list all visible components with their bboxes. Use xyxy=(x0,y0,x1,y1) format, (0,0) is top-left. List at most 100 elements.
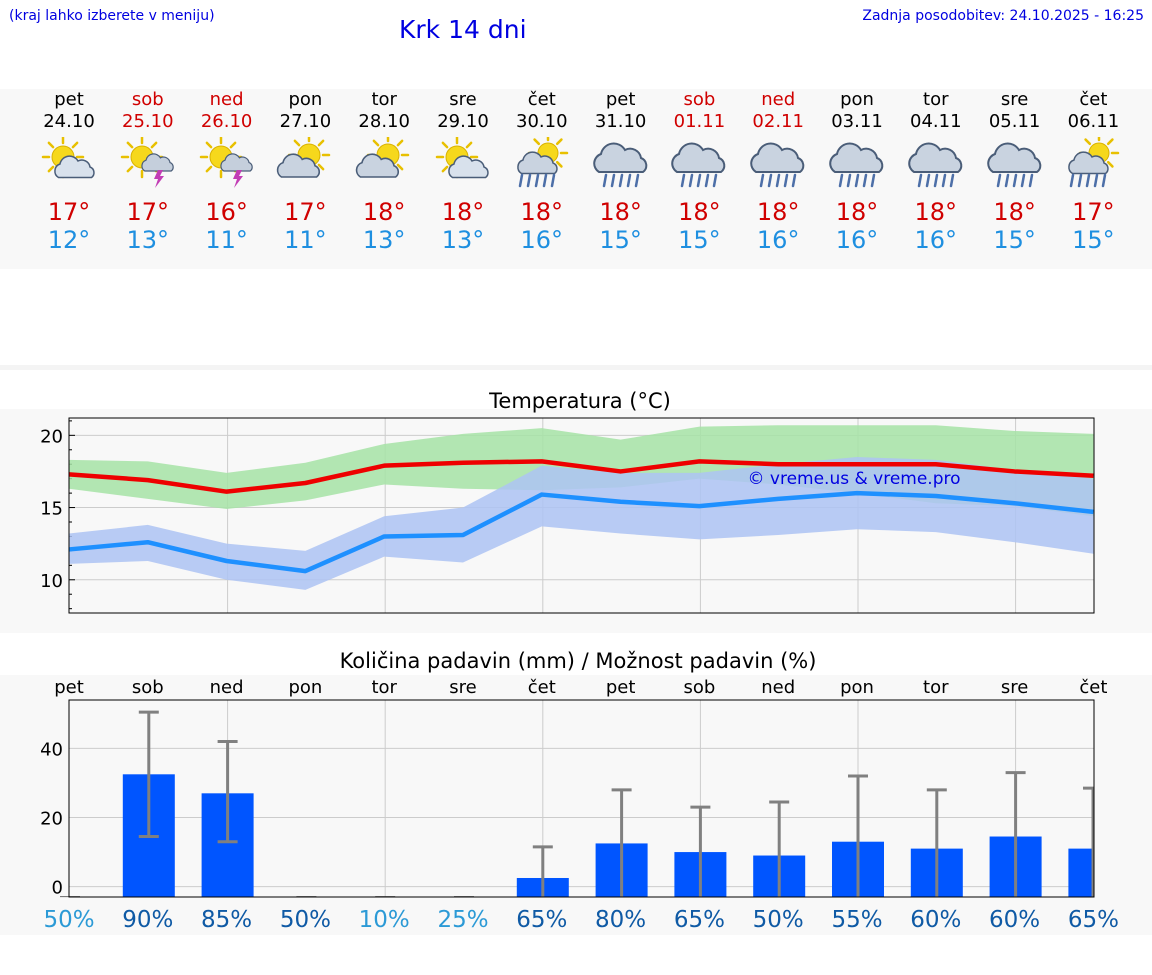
cloud-shape xyxy=(54,155,95,179)
sun-cloud-icon xyxy=(435,137,489,179)
day-date: 04.11 xyxy=(910,111,962,132)
max-temperature: 18° xyxy=(835,198,879,226)
sun-ray xyxy=(372,139,380,147)
rain-drops xyxy=(917,173,955,188)
x-tick-label: sob xyxy=(683,677,715,698)
lightning-bolt xyxy=(232,170,243,188)
max-temperature: 18° xyxy=(441,198,485,226)
rain-drop xyxy=(681,173,686,188)
sun-cloud-icon xyxy=(41,137,95,179)
sun-ray xyxy=(47,141,55,149)
max-temperature: 16° xyxy=(205,198,248,226)
rain-drops xyxy=(681,173,718,188)
rain-drops xyxy=(1070,173,1107,188)
max-temperature: 18° xyxy=(914,198,958,226)
sun-ray xyxy=(1107,138,1115,146)
y-tick-label: 10 xyxy=(40,571,63,592)
day-date: 24.10 xyxy=(43,111,95,132)
precipitation-probability: 10% xyxy=(359,907,410,933)
day-name: sre xyxy=(1000,89,1029,110)
rain-drop xyxy=(705,173,710,188)
rain-drop xyxy=(689,173,694,188)
sun-ray xyxy=(205,165,212,173)
sun-ray xyxy=(293,139,301,147)
cloud-shape xyxy=(986,142,1041,173)
rain-drop xyxy=(759,173,765,188)
rain-drop xyxy=(917,173,923,188)
day-name: pet xyxy=(54,89,84,110)
daily-forecast-panel xyxy=(0,89,1152,269)
rain-drop xyxy=(933,173,939,188)
precipitation-probability: 85% xyxy=(201,907,252,933)
day-name: pon xyxy=(840,89,874,110)
precipitation-probability: 90% xyxy=(122,907,173,933)
day-date: 03.11 xyxy=(831,111,883,132)
rain-drops xyxy=(759,173,797,188)
sun-ray xyxy=(71,141,79,149)
cloud-body xyxy=(277,153,321,178)
rain-drop xyxy=(602,173,607,188)
cloud-body xyxy=(986,142,1041,173)
rain-drop xyxy=(626,173,631,188)
rain-drop xyxy=(713,173,718,188)
page-title: Krk 14 dni xyxy=(399,15,527,44)
y-tick-label: 0 xyxy=(52,878,63,899)
day-name: čet xyxy=(1079,89,1108,110)
sun-ray xyxy=(1084,138,1092,146)
sun-ray xyxy=(396,163,404,171)
cloud-shape xyxy=(517,151,558,175)
cloud-shape xyxy=(750,142,805,173)
precipitation-bar xyxy=(1068,848,1094,897)
sun-ray xyxy=(1107,160,1115,168)
rain-drops xyxy=(602,173,639,188)
sun-rain-icon xyxy=(517,137,569,188)
cloud-body xyxy=(356,153,400,178)
x-tick-label: pet xyxy=(606,677,636,698)
day-date: 30.10 xyxy=(516,111,568,132)
day-name: ned xyxy=(209,89,244,110)
day-name: čet xyxy=(527,89,556,110)
cloud-body xyxy=(1068,151,1110,175)
rain-drop xyxy=(854,173,860,188)
rain-drop xyxy=(996,173,1001,188)
x-tick-label: ned xyxy=(761,677,795,698)
rain-drop xyxy=(618,173,623,188)
rain-drops xyxy=(518,173,556,188)
precipitation-probability: 25% xyxy=(437,907,488,933)
rain-drop xyxy=(775,173,781,188)
cloud-body xyxy=(908,142,963,173)
precipitation-probability: 55% xyxy=(831,907,882,933)
sun-ray xyxy=(441,141,449,149)
min-temperature: 15° xyxy=(599,226,642,254)
y-tick-label: 20 xyxy=(40,426,63,447)
min-temperature: 16° xyxy=(756,226,800,254)
rain-drop xyxy=(949,173,955,188)
cloud-body xyxy=(141,153,174,172)
precipitation-probability: 50% xyxy=(280,907,331,933)
sun-ray xyxy=(441,165,449,173)
x-tick-label: čet xyxy=(1079,677,1107,698)
max-temperature: 17° xyxy=(284,198,327,226)
rain-drop xyxy=(1094,173,1099,188)
rain-drop xyxy=(518,173,524,188)
x-tick-label: ned xyxy=(210,677,244,698)
rain-drop xyxy=(941,173,947,188)
cloud-body xyxy=(829,142,884,173)
max-temperature: 18° xyxy=(756,198,800,226)
sun-ray xyxy=(465,141,473,149)
sun-storm-icon xyxy=(199,137,253,188)
cloud-body xyxy=(219,153,253,172)
x-tick-label: sob xyxy=(132,677,164,698)
rain-drop xyxy=(1078,173,1083,188)
rain-drop xyxy=(1012,173,1017,188)
x-tick-label: pet xyxy=(54,677,84,698)
cloud-shape xyxy=(141,153,174,172)
lightning-bolt xyxy=(153,170,164,188)
day-name: sre xyxy=(449,89,477,110)
max-temperature: 18° xyxy=(993,198,1036,226)
day-name: sob xyxy=(131,89,164,110)
precipitation-probability: 65% xyxy=(674,907,725,933)
sun-ray xyxy=(150,141,158,149)
min-temperature: 16° xyxy=(835,226,879,254)
day-date: 06.11 xyxy=(1067,111,1120,132)
